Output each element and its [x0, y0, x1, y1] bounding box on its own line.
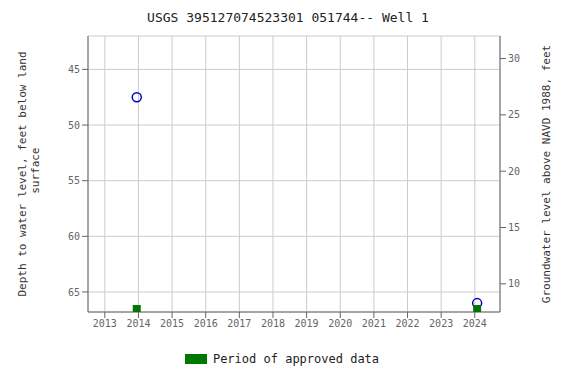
- svg-text:2018: 2018: [261, 318, 285, 329]
- svg-text:2014: 2014: [126, 318, 150, 329]
- svg-text:65: 65: [68, 287, 80, 298]
- svg-text:20: 20: [508, 166, 520, 177]
- svg-text:30: 30: [508, 53, 520, 64]
- svg-text:60: 60: [68, 231, 80, 242]
- svg-text:2022: 2022: [395, 318, 419, 329]
- svg-text:2024: 2024: [463, 318, 487, 329]
- svg-text:2016: 2016: [194, 318, 218, 329]
- svg-text:2017: 2017: [227, 318, 251, 329]
- svg-text:25: 25: [508, 109, 520, 120]
- svg-text:2013: 2013: [93, 318, 117, 329]
- svg-text:50: 50: [68, 120, 80, 131]
- svg-text:2023: 2023: [429, 318, 453, 329]
- html-text:Period of approved data: Period of approved data: [212, 352, 380, 366]
- svg-text:2020: 2020: [328, 318, 352, 329]
- svg-text:10: 10: [508, 278, 520, 289]
- svg-text:2019: 2019: [295, 318, 319, 329]
- svg-text:45: 45: [68, 64, 80, 75]
- svg-text:15: 15: [508, 222, 520, 233]
- svg-text:2021: 2021: [362, 318, 386, 329]
- html-text:USGS 395127074523301 051744--: USGS 395127074523301 051744-- Well 1: [147, 10, 429, 25]
- svg-text:Depth to water level, feet bel: Depth to water level, feet below land su…: [16, 51, 42, 296]
- svg-text:2015: 2015: [160, 318, 184, 329]
- svg-text:55: 55: [68, 175, 80, 186]
- svg-text:Groundwater level above NAVD 1: Groundwater level above NAVD 1988, feet: [540, 45, 553, 303]
